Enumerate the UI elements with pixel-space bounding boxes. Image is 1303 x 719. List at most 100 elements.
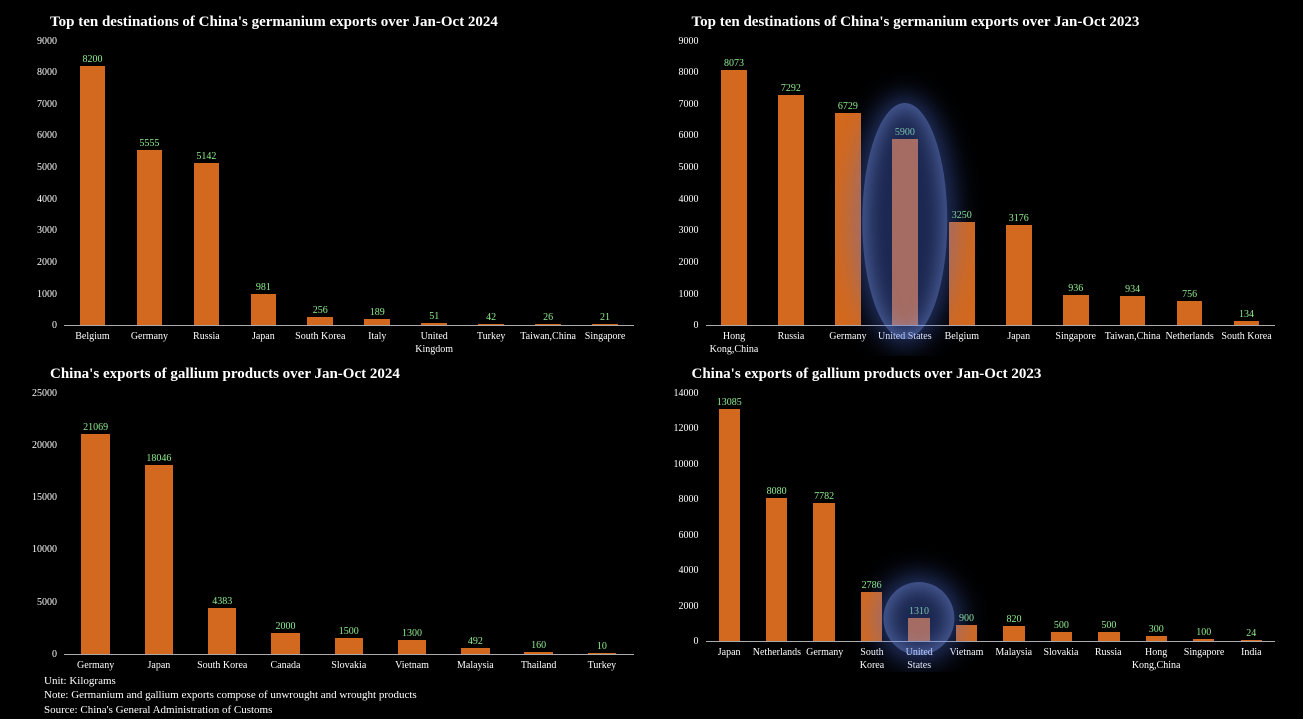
bar-value-label: 936 [1068,283,1084,295]
plot-area: 8073 7292 6729 5900 3250 3176 936 934 756 134 [705,41,1275,339]
bar-column-slovakia: 500 [1038,393,1085,641]
bar [908,617,930,641]
bar-value-label: 1310 [909,605,930,617]
bar-value-label: 51 [429,311,440,323]
bar-value-label: 492 [467,636,483,648]
x-axis-label: Turkey [476,331,506,342]
x-axis-label: Germany [806,647,844,658]
bar-column-taiwan-china: 934 [1104,41,1161,325]
bar [766,497,788,641]
bar [79,66,106,325]
bar-column-germany: 7782 [800,393,847,641]
bar-value-label: 13085 [716,397,742,409]
x-axis-label: Singapore [1183,647,1225,658]
bar [1062,295,1089,325]
bar [1193,639,1215,641]
bar-value-label: 300 [1148,623,1164,635]
chart-body: 9000 8000 7000 6000 5000 4000 3000 2000 1000 0 80… [660,36,1275,356]
bar [1098,632,1120,641]
bar-column-turkey: 42 [463,41,520,325]
bar-column-japan: 18046 [127,393,190,654]
bar-value-label: 189 [369,307,385,319]
bar-column-netherlands: 8080 [753,393,800,641]
y-axis: 9000 8000 7000 6000 5000 4000 3000 2000 1000 0 [37,35,57,332]
bar-column-singapore: 100 [1180,393,1227,641]
x-axis-label: Germany [130,331,169,342]
x-axis-label: South Korea [197,659,248,671]
bar-value-label: 756 [1182,289,1198,301]
x-axis-label: United States [878,331,932,342]
bar-column-taiwan-china: 26 [520,41,577,325]
bar [778,94,804,325]
bar [334,637,363,654]
bar-value-label: 3250 [951,210,972,222]
bar [1145,635,1167,641]
bar [271,632,300,654]
bar [892,138,918,325]
bar-value-label: 24 [1246,628,1257,639]
bar-column-singapore: 936 [1047,41,1104,325]
bar-column-turkey: 10 [570,393,633,654]
bar-value-label: 2786 [861,579,882,591]
bar-column-hong-kong-china: 8073 [706,41,763,325]
bar [535,324,561,325]
bar-value-label: 900 [958,613,974,625]
x-axis-labels: Germany Japan South Korea Canada Slovakia Vie… [64,655,634,673]
bar-column-italy: 189 [349,41,406,325]
bar [592,324,618,325]
bar-column-singapore: 21 [577,41,634,325]
bar-value-label: 8080 [766,485,787,497]
bar [813,503,835,641]
x-axis-label: Japan [1007,331,1031,342]
bar-column-hong-kong-china: 300 [1133,393,1180,641]
chart-body: 14000 12000 10000 8000 6000 4000 2000 0 13085 80… [660,387,1276,672]
bar-value-label: 981 [255,282,271,294]
x-axis-label: Slovakia [1043,647,1079,658]
bar-value-label: 1300 [402,627,423,639]
bar-value-label: 5555 [139,137,160,149]
bar [250,294,277,325]
y-axis: 14000 12000 10000 8000 6000 4000 2000 0 [673,387,699,648]
bar-value-label: 5142 [196,150,217,162]
bar [307,316,334,325]
x-axis-label: Vietnam [949,647,984,658]
bar-column-slovakia: 1500 [317,393,380,654]
bar-value-label: 4383 [212,595,233,607]
bar-column-malaysia: 492 [444,393,507,654]
chart-body: 9000 8000 7000 6000 5000 4000 3000 2000 1000 0 82… [18,35,634,356]
footer-source-line: Source: China's General Administration o… [44,703,273,716]
bar [136,149,163,325]
x-axis-labels: Japan Netherlands Germany South Korea United… [706,642,1276,672]
x-axis-label: Japan [147,659,171,671]
bar-value-label: 7292 [780,82,801,94]
bar-value-label: 42 [486,311,497,323]
bar-value-label: 21069 [83,421,109,433]
bar [1233,320,1260,325]
bar-value-label: 256 [312,304,328,316]
bar [1050,632,1073,641]
bar [144,465,174,654]
bar-value-label: 934 [1125,283,1141,295]
bar-value-label: 8073 [723,58,744,70]
bar-column-germany: 5555 [121,41,178,325]
bar [721,70,747,325]
bar-column-thailand: 160 [507,393,570,654]
bar-value-label: 8200 [82,54,103,66]
bar-column-russia: 500 [1085,393,1132,641]
bar-column-malaysia: 820 [990,393,1037,641]
x-axis-label: Malaysia [457,659,494,671]
x-axis-label: South Korea [1221,331,1272,342]
bar-column-south-korea: 256 [292,41,349,325]
plot-area: 8200 5555 5142 981 256 189 51 42 26 21 [64,41,634,326]
chart-title: Top ten destinations of China's germaniu… [50,14,498,30]
bar-value-label: 6729 [837,100,858,112]
bar-value-label: 500 [1101,620,1117,632]
bar [1003,626,1025,641]
bar [397,639,427,654]
bar-value-label: 2000 [275,620,296,632]
bar-column-united-states: 5900 [862,41,948,339]
bar [193,162,220,325]
bar [81,433,110,654]
bar-column-japan: 13085 [706,393,753,641]
bar [948,222,975,325]
